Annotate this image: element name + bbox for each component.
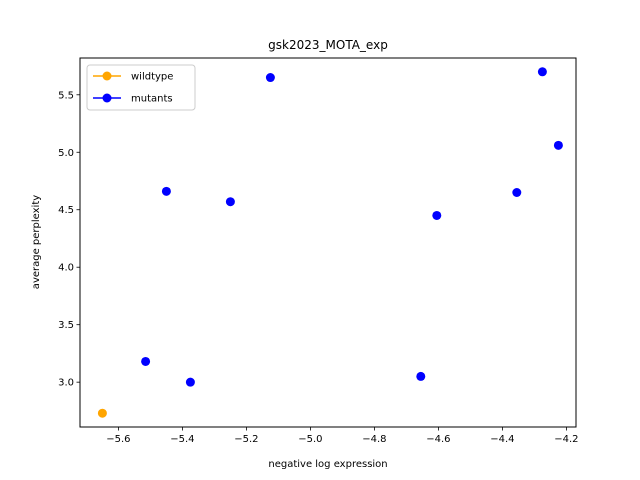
y-tick-label: 4.0 xyxy=(58,263,74,274)
data-point-mutants xyxy=(416,371,426,381)
data-point-mutants xyxy=(265,73,275,83)
chart-title: gsk2023_MOTA_exp xyxy=(268,38,388,52)
data-point-mutants xyxy=(161,186,171,196)
plot-frame xyxy=(79,57,577,428)
x-tick-label: −5.6 xyxy=(106,434,130,445)
y-tick-label: 5.0 xyxy=(58,148,74,159)
x-tick-label: −5.2 xyxy=(234,434,258,445)
x-axis-label: negative log expression xyxy=(268,459,387,470)
y-tick-label: 3.5 xyxy=(58,320,74,331)
data-point-mutants xyxy=(553,140,563,150)
x-tick-label: −5.0 xyxy=(298,434,322,445)
data-point-wildtype xyxy=(97,408,107,418)
data-point-mutants xyxy=(512,187,522,197)
y-axis-ticks: 3.0 3.5 4.0 4.5 5.0 5.5 xyxy=(58,90,80,389)
x-tick-label: −4.8 xyxy=(362,434,386,445)
x-tick-label: −5.4 xyxy=(170,434,194,445)
data-point-mutants xyxy=(141,356,151,366)
y-tick-label: 3.0 xyxy=(58,378,74,389)
legend-label-wildtype: wildtype xyxy=(131,72,173,83)
legend: wildtype mutants xyxy=(86,64,196,111)
legend-marker-wildtype xyxy=(102,71,112,81)
legend-marker-mutants xyxy=(102,93,112,103)
data-point-mutants xyxy=(537,67,547,77)
x-axis-ticks: −5.6 −5.4 −5.2 −5.0 −4.8 −4.6 −4.4 −4.2 xyxy=(106,427,579,445)
data-point-mutants xyxy=(225,197,235,207)
y-tick-label: 4.5 xyxy=(58,205,74,216)
x-tick-label: −4.4 xyxy=(490,434,514,445)
data-points xyxy=(97,67,563,418)
x-tick-label: −4.2 xyxy=(554,434,578,445)
y-tick-label: 5.5 xyxy=(58,90,74,101)
data-point-mutants xyxy=(432,210,442,220)
legend-label-mutants: mutants xyxy=(131,94,173,105)
x-tick-label: −4.6 xyxy=(426,434,450,445)
data-point-mutants xyxy=(185,377,195,387)
y-axis-label: average perplexity xyxy=(31,195,42,289)
